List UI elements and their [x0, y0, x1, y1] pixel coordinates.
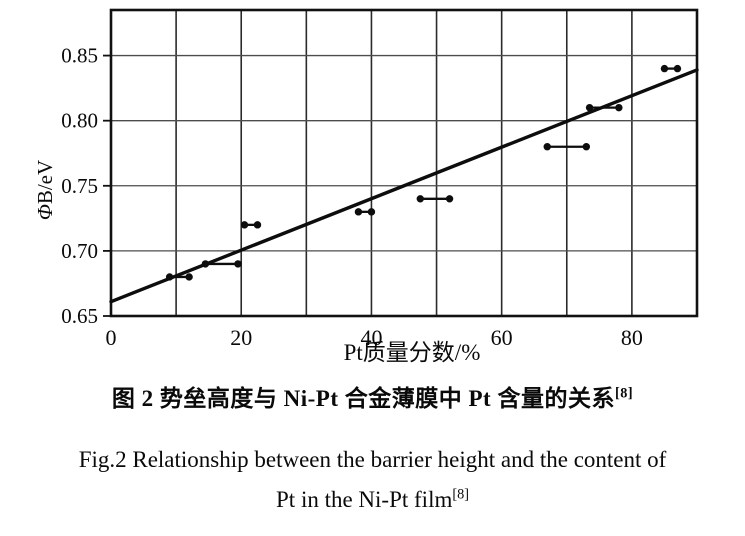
caption-chinese-citation: [8]: [614, 385, 634, 402]
data-point: [201, 260, 210, 268]
x-tick-label: 0: [106, 325, 117, 350]
y-tick-label: 0.65: [61, 304, 98, 328]
data-point: [582, 143, 591, 151]
x-tick-label: 80: [621, 325, 643, 350]
caption-english-citation: [8]: [452, 486, 469, 503]
x-tick-label: 40: [360, 325, 382, 350]
data-point: [354, 208, 363, 216]
data-point: [367, 208, 376, 216]
plot-frame: [109, 8, 699, 318]
data-point: [585, 103, 594, 112]
data-point: [445, 195, 454, 203]
caption-english-line1: Fig.2 Relationship between the barrier h…: [78, 447, 667, 472]
y-tick-label: 0.85: [61, 44, 98, 68]
data-point: [253, 221, 262, 229]
x-tick-label: 60: [491, 325, 513, 350]
caption-chinese: 图 2 势垒高度与 Ni-Pt 合金薄膜中 Pt 含量的关系[8]: [0, 382, 745, 416]
caption-english-line2-text: Pt in the Ni-Pt film: [276, 487, 453, 512]
x-tick-label: 20: [230, 325, 252, 350]
caption-english-line2: Pt in the Ni-Pt film[8]: [0, 484, 745, 516]
y-axis-title: ΦB/eV: [33, 160, 57, 220]
data-point: [543, 143, 551, 151]
data-point: [240, 221, 249, 229]
data-point: [660, 64, 669, 73]
caption-chinese-text: 图 2 势垒高度与 Ni-Pt 合金薄膜中 Pt 含量的关系: [111, 386, 615, 411]
data-point: [165, 273, 174, 281]
data-point: [673, 64, 682, 73]
data-point: [185, 273, 193, 281]
y-tick-label: 0.80: [61, 109, 98, 133]
data-point: [416, 195, 424, 203]
data-point: [234, 260, 242, 268]
chart-canvas: 0.65 0.70 0.75 0.80 0.85 0 20 40 60 80 ΦB/eV Pt质量分数…: [33, 8, 699, 365]
y-tick-label: 0.75: [61, 174, 98, 198]
y-tick-label: 0.70: [61, 239, 98, 263]
x-axis-title: Pt质量分数/%: [344, 340, 481, 365]
data-point: [615, 103, 623, 112]
